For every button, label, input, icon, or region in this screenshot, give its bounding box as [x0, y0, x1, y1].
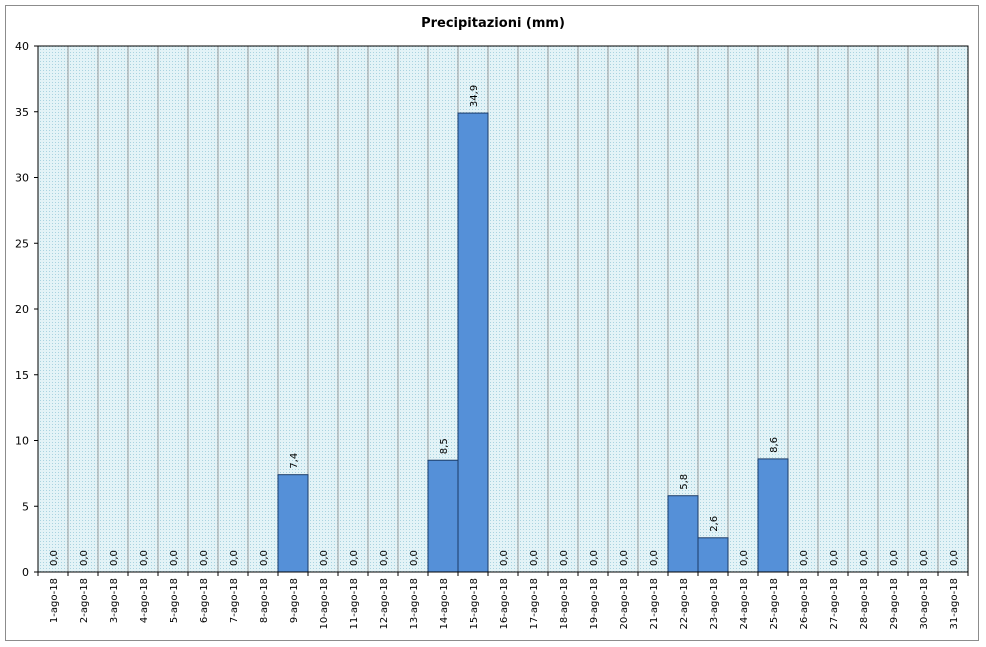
plot-border — [37, 45, 969, 573]
data-label: 0,0 — [409, 550, 420, 566]
data-label: 0,0 — [259, 550, 270, 566]
y-tick-label: 40 — [15, 40, 29, 53]
data-label: 0,0 — [949, 550, 960, 566]
data-label: 0,0 — [199, 550, 210, 566]
x-tick-label: 22-ago-18 — [679, 578, 690, 629]
x-tick-label: 9-ago-18 — [289, 578, 300, 623]
y-tick-label: 35 — [15, 106, 29, 119]
bar — [667, 495, 699, 573]
data-label: 2,6 — [709, 516, 720, 532]
data-label: 0,0 — [529, 550, 540, 566]
bar — [427, 459, 459, 573]
data-label: 7,4 — [289, 453, 300, 469]
data-label: 0,0 — [79, 550, 90, 566]
x-tick-label: 15-ago-18 — [469, 578, 480, 629]
x-tick-label: 16-ago-18 — [499, 578, 510, 629]
data-label: 0,0 — [649, 550, 660, 566]
data-label: 0,0 — [229, 550, 240, 566]
x-tick-label: 25-ago-18 — [769, 578, 780, 629]
x-tick-label: 26-ago-18 — [799, 578, 810, 629]
x-tick-label: 20-ago-18 — [619, 578, 630, 629]
x-tick-label: 24-ago-18 — [739, 578, 750, 629]
bar — [277, 474, 309, 573]
x-tick-label: 10-ago-18 — [319, 578, 330, 629]
x-tick-label: 17-ago-18 — [529, 578, 540, 629]
y-tick-label: 30 — [15, 172, 29, 185]
data-label: 0,0 — [799, 550, 810, 566]
data-label: 0,0 — [49, 550, 60, 566]
x-tick-label: 13-ago-18 — [409, 578, 420, 629]
data-label: 0,0 — [739, 550, 750, 566]
y-tick-label: 15 — [15, 369, 29, 382]
y-tick-label: 0 — [22, 566, 29, 579]
x-tick-label: 5-ago-18 — [169, 578, 180, 623]
data-label: 0,0 — [619, 550, 630, 566]
bar — [457, 112, 489, 573]
data-label: 0,0 — [139, 550, 150, 566]
x-tick-label: 28-ago-18 — [859, 578, 870, 629]
data-label: 0,0 — [559, 550, 570, 566]
x-tick-label: 14-ago-18 — [439, 578, 450, 629]
x-tick-label: 4-ago-18 — [139, 578, 150, 623]
y-tick-label: 20 — [15, 303, 29, 316]
y-tick-label: 10 — [15, 435, 29, 448]
y-tick-label: 25 — [15, 237, 29, 250]
data-label: 34,9 — [469, 85, 480, 107]
chart-title: Precipitazioni (mm) — [421, 16, 565, 31]
x-tick-label: 21-ago-18 — [649, 578, 660, 629]
data-label: 8,6 — [769, 437, 780, 453]
x-tick-label: 11-ago-18 — [349, 578, 360, 629]
x-tick-label: 1-ago-18 — [49, 578, 60, 623]
data-label: 0,0 — [829, 550, 840, 566]
data-label: 8,5 — [439, 438, 450, 454]
data-label: 0,0 — [889, 550, 900, 566]
plot-area — [38, 46, 968, 572]
data-label: 0,0 — [109, 550, 120, 566]
x-tick-label: 23-ago-18 — [709, 578, 720, 629]
data-label: 0,0 — [499, 550, 510, 566]
data-label: 0,0 — [919, 550, 930, 566]
x-tick-label: 30-ago-18 — [919, 578, 930, 629]
x-tick-label: 12-ago-18 — [379, 578, 390, 629]
bar — [757, 458, 789, 573]
x-tick-label: 31-ago-18 — [949, 578, 960, 629]
x-tick-label: 7-ago-18 — [229, 578, 240, 623]
data-label: 0,0 — [859, 550, 870, 566]
data-label: 0,0 — [169, 550, 180, 566]
x-tick-label: 3-ago-18 — [109, 578, 120, 623]
x-tick-label: 27-ago-18 — [829, 578, 840, 629]
data-label: 0,0 — [379, 550, 390, 566]
x-tick-label: 6-ago-18 — [199, 578, 210, 623]
x-tick-label: 8-ago-18 — [259, 578, 270, 623]
y-tick-label: 5 — [22, 500, 29, 513]
bar — [697, 537, 729, 573]
data-label: 0,0 — [589, 550, 600, 566]
data-label: 0,0 — [349, 550, 360, 566]
x-tick-label: 2-ago-18 — [79, 578, 90, 623]
data-label: 5,8 — [679, 474, 690, 490]
x-tick-label: 19-ago-18 — [589, 578, 600, 629]
x-tick-label: 29-ago-18 — [889, 578, 900, 629]
data-label: 0,0 — [319, 550, 330, 566]
x-tick-label: 18-ago-18 — [559, 578, 570, 629]
